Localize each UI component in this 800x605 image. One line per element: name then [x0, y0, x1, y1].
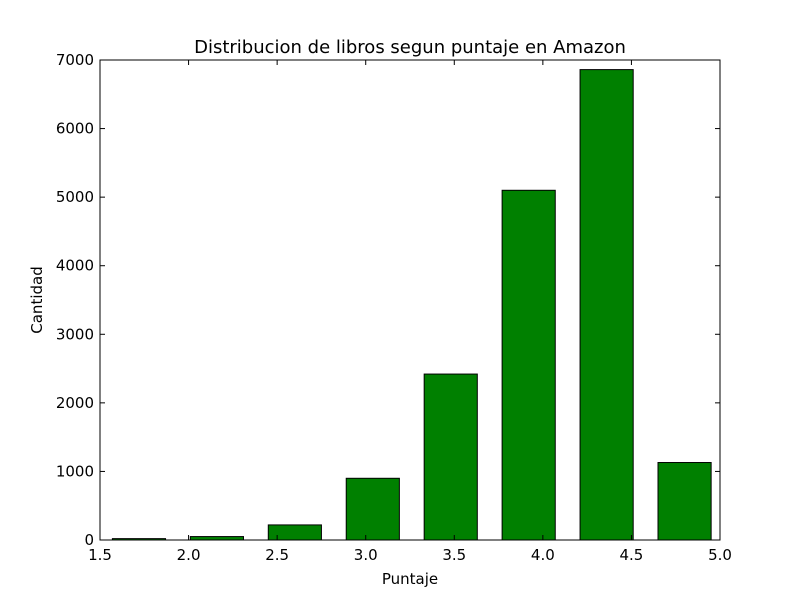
y-tick-label-6: 6000: [56, 120, 94, 138]
x-tick-label-3: 3.0: [354, 546, 378, 564]
bars-layer: [111, 69, 712, 541]
y-tick-label-2: 2000: [56, 394, 94, 412]
bar-1: [189, 536, 244, 541]
x-tick-label-6: 4.5: [619, 546, 643, 564]
bar-3: [345, 477, 400, 541]
y-tick-label-3: 3000: [56, 325, 94, 343]
y-tick-label-0: 0: [84, 531, 94, 549]
plot-frame: [99, 59, 721, 541]
y-tick-label-5: 5000: [56, 188, 94, 206]
y-tick-label-4: 4000: [56, 257, 94, 275]
y-tick-label-1: 1000: [56, 462, 94, 480]
x-tick-label-2: 2.5: [265, 546, 289, 564]
x-tick-label-4: 3.5: [442, 546, 466, 564]
chart-title: Distribucion de libros segun puntaje en …: [194, 37, 626, 58]
bar-7: [657, 462, 712, 541]
x-tick-label-1: 2.0: [177, 546, 201, 564]
ticks-layer: 1.5 2.0 2.5 3.0 3.5 4.0 4.5 5.0 0 1000 2000 3000 400…: [56, 51, 732, 564]
x-tick-label-7: 5.0: [708, 546, 732, 564]
y-axis-label: Cantidad: [28, 266, 46, 333]
bar-6: [579, 69, 634, 541]
bar-4: [423, 373, 478, 541]
x-axis-label: Puntaje: [382, 570, 438, 588]
x-tick-label-0: 1.5: [88, 546, 112, 564]
bar-5: [501, 189, 556, 541]
bar-2: [267, 524, 322, 541]
y-tick-label-7: 7000: [56, 51, 94, 69]
x-tick-label-5: 4.0: [531, 546, 555, 564]
